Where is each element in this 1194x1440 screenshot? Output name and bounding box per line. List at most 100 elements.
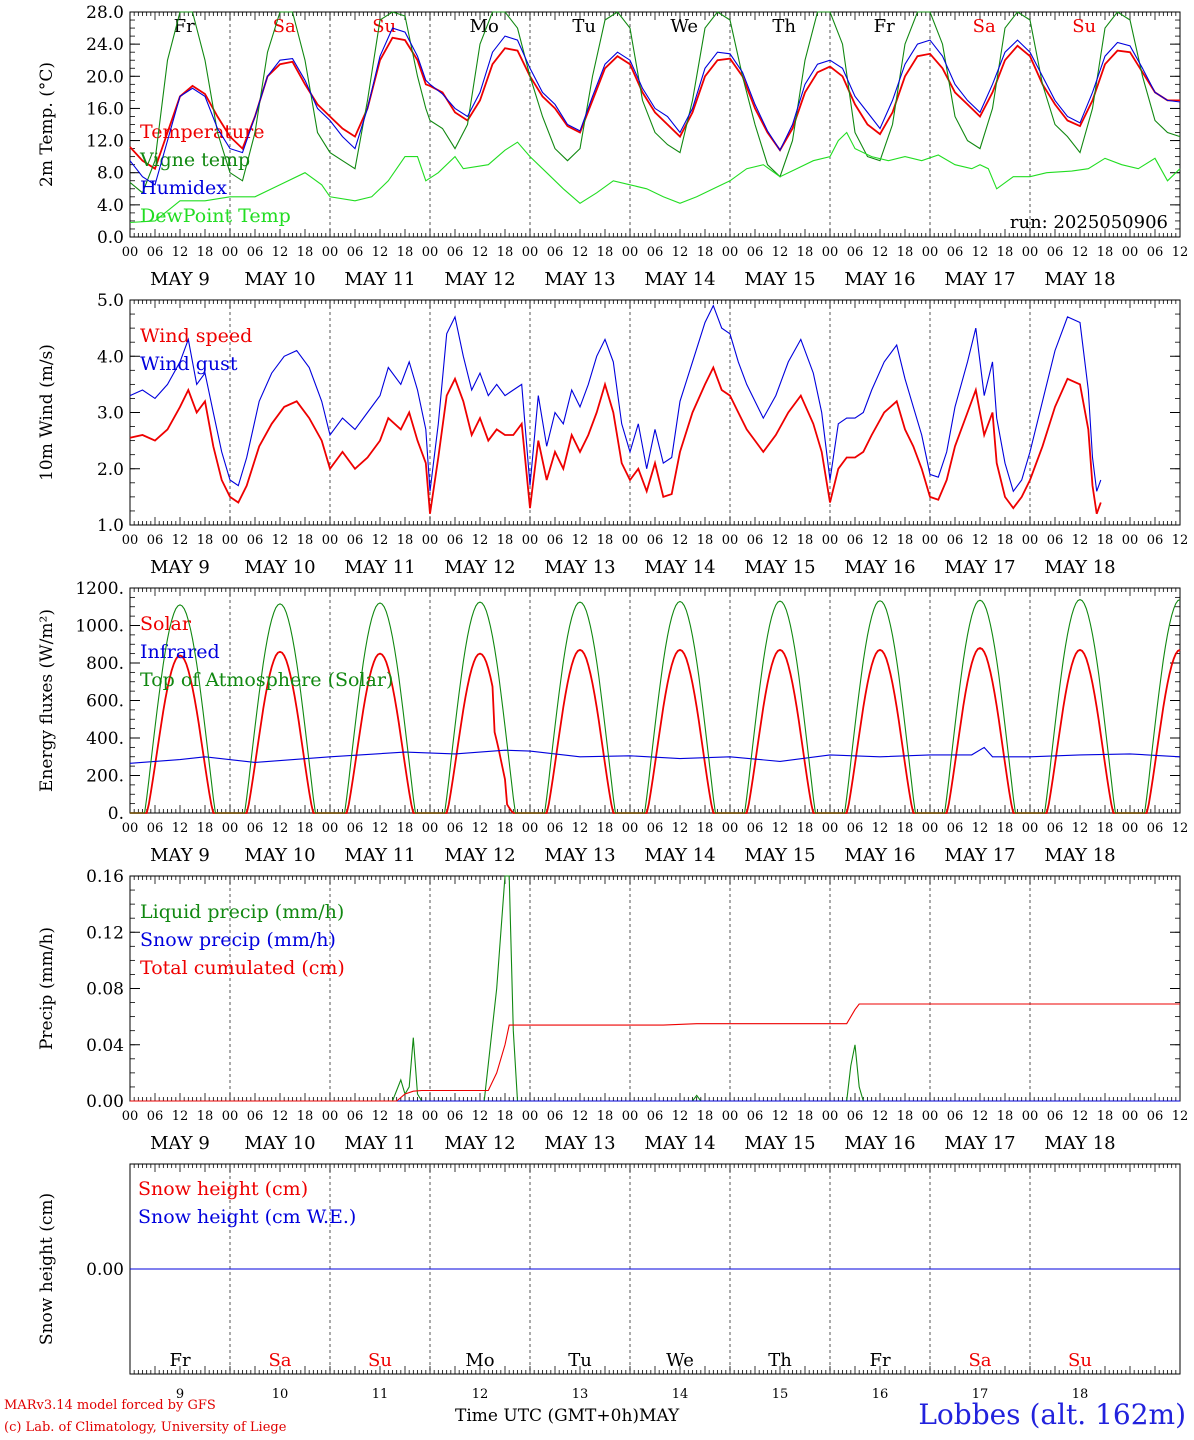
weekday-label: Su [1072,16,1096,37]
hour-tick-label: 00 [1022,533,1039,548]
hour-tick-label: 06 [347,821,364,836]
date-label: MAY 16 [844,1133,915,1154]
date-label: MAY 9 [150,557,210,578]
plot-frame [129,299,1181,526]
date-label: MAY 16 [844,269,915,290]
hour-tick-label: 06 [547,533,564,548]
hour-tick-label: 12 [172,821,189,836]
hour-tick-label: 06 [447,533,464,548]
hour-tick-label: 00 [1022,821,1039,836]
hour-tick-label: 00 [1122,1109,1139,1124]
y-tick-label: 20.0 [86,67,124,87]
y-tick-label: 1.0 [97,516,124,536]
date-label: MAY 10 [244,845,315,866]
hour-tick-label: 18 [897,821,914,836]
hour-tick-label: 00 [522,245,539,260]
hour-tick-label: 06 [947,821,964,836]
hour-tick-label: 12 [872,1109,889,1124]
series-line-2 [129,746,1181,764]
hour-tick-label: 00 [1122,821,1139,836]
hour-tick-label: 18 [1097,533,1114,548]
y-tick-label: 0.08 [86,980,124,1000]
date-label: MAY 16 [844,845,915,866]
hour-tick-label: 18 [797,821,814,836]
date-label: MAY 17 [944,845,1015,866]
hour-tick-label: 18 [797,1109,814,1124]
weekday-label: Fr [169,1350,190,1371]
hour-tick-label: 00 [622,533,639,548]
date-label: MAY 13 [544,269,615,290]
weekday-label: Su [372,16,396,37]
y-tick-label: 2.0 [97,460,124,480]
hour-tick-label: 18 [1097,821,1114,836]
hour-tick-label: 12 [1072,1109,1089,1124]
hour-tick-label: 12 [1072,821,1089,836]
hour-tick-label: 00 [922,245,939,260]
date-label: MAY 12 [444,1133,515,1154]
hour-tick-label: 00 [322,245,339,260]
weekday-label: Mo [465,1350,494,1371]
y-tick-label: 8.0 [97,164,124,184]
hour-tick-label: 12 [172,1109,189,1124]
weekday-label: Mo [470,16,499,37]
y-tick-label: 5.0 [97,291,124,311]
hour-tick-label: 12 [472,1109,489,1124]
date-label: MAY 10 [244,1133,315,1154]
series-line-3 [130,598,1181,814]
date-label: MAY 11 [344,845,415,866]
hour-tick-label: 06 [1147,1109,1164,1124]
time-axis-label: Time UTC (GMT+0h)MAY [455,1406,680,1426]
hour-tick-label: 00 [122,245,139,260]
weekday-label: Su [1068,1350,1092,1371]
hour-tick-label: 00 [922,821,939,836]
legend-entry: Snow precip (mm/h) [140,929,336,951]
y-axis-label: Snow height (cm) [37,1193,57,1345]
hour-tick-label: 00 [922,1109,939,1124]
hour-tick-label: 18 [697,1109,714,1124]
hour-tick-label: 06 [247,821,264,836]
y-tick-label: 600. [86,692,124,712]
date-label: MAY 18 [1044,1133,1115,1154]
hour-tick-label: 12 [972,533,989,548]
hour-tick-label: 06 [947,533,964,548]
series-line-1 [129,36,1180,171]
date-label: MAY 16 [844,557,915,578]
legend-entry: Infrared [140,641,220,663]
weekday-label: Sa [973,16,996,37]
hour-tick-label: 18 [797,533,814,548]
date-label: MAY 13 [544,845,615,866]
date-label: MAY 10 [244,269,315,290]
hour-tick-label: 00 [422,821,439,836]
hour-tick-label: 06 [647,533,664,548]
y-axis-label: 10m Wind (m/s) [37,344,57,481]
hour-tick-label: 00 [122,821,139,836]
date-label: MAY 14 [644,1133,715,1154]
hour-tick-label: 06 [247,533,264,548]
hour-tick-label: 12 [272,533,289,548]
date-label: MAY 11 [344,269,415,290]
hour-tick-label: 06 [547,245,564,260]
y-axis-label: Precip (mm/h) [37,927,57,1050]
lab-credit: (c) Lab. of Climatology, University of L… [4,1420,287,1435]
hour-tick-label: 12 [1072,245,1089,260]
y-tick-label: 0.0 [97,228,124,248]
day-number-label: 11 [372,1387,389,1402]
hour-tick-label: 06 [647,1109,664,1124]
hour-tick-label: 12 [772,533,789,548]
y-tick-label: 0.04 [86,1036,124,1056]
hour-tick-label: 12 [372,245,389,260]
hour-tick-label: 12 [1172,1109,1189,1124]
hour-tick-label: 00 [122,1109,139,1124]
hour-tick-label: 00 [1122,245,1139,260]
legend-entry: Liquid precip (mm/h) [140,901,344,923]
hour-tick-label: 12 [572,821,589,836]
hour-tick-label: 12 [772,245,789,260]
hour-tick-label: 18 [597,1109,614,1124]
hour-tick-label: 18 [197,1109,214,1124]
y-tick-label: 4.0 [97,347,124,367]
hour-tick-label: 18 [697,245,714,260]
hour-tick-label: 00 [822,821,839,836]
date-label: MAY 9 [150,1133,210,1154]
hour-tick-label: 18 [697,533,714,548]
